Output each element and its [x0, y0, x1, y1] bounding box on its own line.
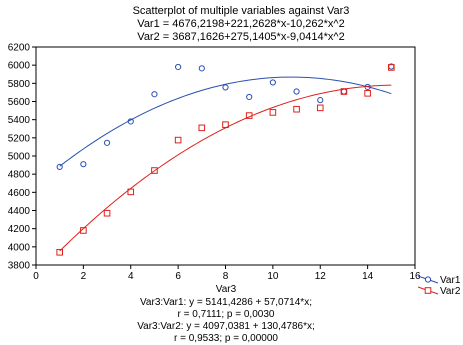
point-var2: [245, 112, 253, 119]
stats-line-2: r = 0,7111; p = 0,0030: [178, 309, 275, 320]
y-tick-label: 3800: [8, 261, 31, 272]
regression-stats: Var3:Var1: y = 5141,4286 + 57,0714*x; r …: [137, 297, 315, 344]
y-tick-label: 4600: [8, 188, 31, 199]
point-var1: [103, 139, 111, 146]
point-var1: [269, 79, 276, 86]
y-tick-label: 4000: [8, 242, 31, 253]
chart-title: Scatterplot of multiple variables agains…: [133, 5, 350, 17]
fit-curve-var1: [59, 76, 392, 167]
x-tick-label: 2: [81, 271, 87, 282]
stats-line-1: Var3:Var1: y = 5141,4286 + 57,0714*x;: [140, 297, 312, 308]
legend-label-var2: Var2: [440, 286, 461, 297]
point-var2: [127, 188, 135, 196]
point-var1: [175, 63, 182, 71]
y-tick-label: 4200: [8, 224, 31, 235]
var1-fit-equation: Var1 = 4676,2198+221,2628*x-10,262*x^2: [137, 18, 344, 30]
point-var1: [364, 83, 371, 91]
point-var1: [80, 161, 87, 168]
y-tick-label: 5800: [8, 79, 31, 90]
point-var1: [127, 118, 134, 125]
y-tick-label: 5200: [8, 133, 31, 144]
stats-line-4: r = 0,9533; p = 0,00000: [174, 333, 278, 344]
stats-line-3: Var3:Var2: y = 4097,0381 + 130,4786*x;: [137, 321, 315, 332]
y-tick-label: 6200: [8, 43, 31, 54]
legend-marker-var1: [424, 276, 432, 283]
point-var2: [56, 248, 63, 256]
point-var2: [364, 90, 371, 97]
chart-title-block: Scatterplot of multiple variables agains…: [133, 5, 350, 43]
legend-label-var1: Var1: [440, 275, 461, 286]
y-tick-label: 5000: [8, 152, 31, 163]
y-tick-label: 5400: [8, 115, 31, 126]
data-points: [56, 63, 395, 256]
x-tick-label: 10: [267, 271, 279, 282]
x-tick-label: 14: [362, 271, 374, 282]
point-var1: [222, 84, 229, 91]
y-axis: 3800 4000 4200 4400 4600 4800 5000 5200 5400 5600…: [8, 43, 36, 272]
x-tick-label: 12: [315, 271, 327, 282]
point-var2: [222, 121, 229, 128]
plot-area: [35, 46, 416, 266]
point-var2: [316, 104, 324, 112]
point-var2: [198, 124, 206, 132]
x-axis-label: Var3: [216, 284, 237, 295]
point-var1: [317, 97, 324, 104]
x-tick-label: 6: [175, 271, 181, 282]
x-axis: 0 2 4 6 8 10 12 14 16: [33, 265, 421, 282]
point-var2: [103, 209, 111, 217]
point-var2: [269, 109, 277, 116]
point-var1: [293, 88, 300, 95]
y-tick-label: 4800: [8, 170, 31, 181]
y-tick-label: 5600: [8, 97, 31, 108]
point-var2: [80, 227, 87, 234]
point-var2: [340, 88, 348, 95]
point-var2: [151, 167, 158, 174]
y-tick-label: 6000: [8, 61, 31, 72]
point-var2: [174, 136, 182, 144]
point-var1: [198, 65, 205, 72]
x-tick-label: 0: [33, 271, 39, 282]
point-var1: [56, 163, 63, 170]
legend-marker-var2: [424, 287, 432, 294]
x-tick-label: 16: [409, 271, 421, 282]
point-var2: [293, 105, 300, 113]
y-tick-label: 4400: [8, 206, 31, 217]
point-var1: [151, 91, 158, 98]
var2-fit-equation: Var2 = 3687,1626+275,1405*x-9,0414*x^2: [137, 31, 344, 43]
x-tick-label: 8: [223, 271, 229, 282]
x-tick-label: 4: [128, 271, 134, 282]
point-var1: [246, 93, 253, 101]
point-var2: [388, 64, 395, 71]
